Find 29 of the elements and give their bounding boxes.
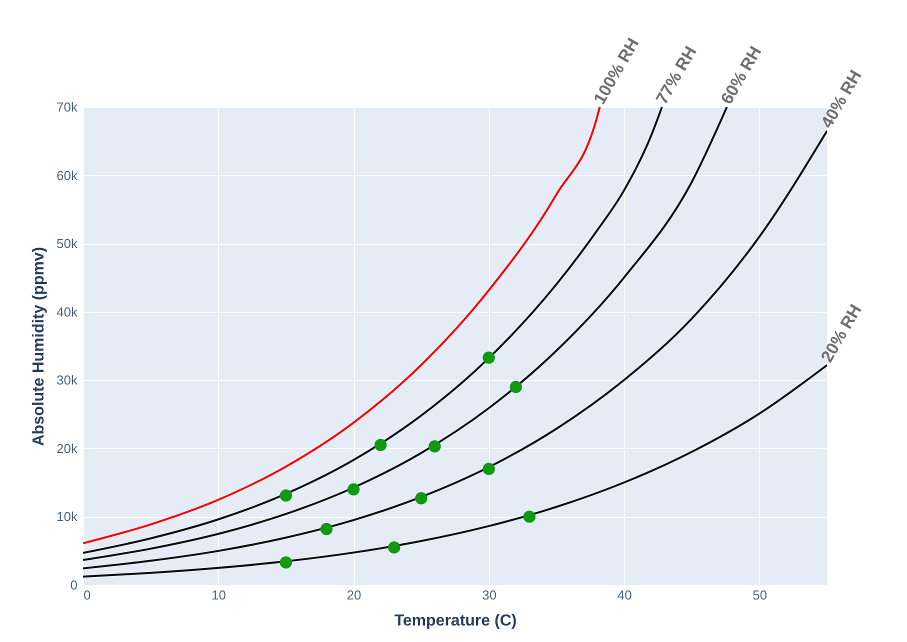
point xyxy=(280,556,292,569)
x-tick-label: 20 xyxy=(346,588,362,602)
point xyxy=(482,462,495,476)
x-tick-label: 40 xyxy=(617,588,632,602)
x-axis-title: Temperature (C) xyxy=(394,612,517,630)
y-tick-label: 40k xyxy=(56,304,78,320)
x-tick-label: 0 xyxy=(84,588,91,602)
y-axis-title: Absolute Humidity (ppmv) xyxy=(30,246,48,446)
y-tick-label: 20k xyxy=(56,440,78,456)
point xyxy=(482,351,495,364)
point xyxy=(415,492,428,504)
x-tick-label: 30 xyxy=(482,588,497,602)
y-tick-label: 0 xyxy=(70,578,78,592)
x-tick-label: 10 xyxy=(212,588,226,602)
y-tick-label: 60k xyxy=(56,168,78,183)
y-tick-label: 70k xyxy=(56,100,78,114)
y-tick-label: 50k xyxy=(56,236,78,252)
y-tick-label: 30k xyxy=(56,372,78,388)
point xyxy=(280,489,292,502)
point xyxy=(320,522,333,536)
point xyxy=(388,541,400,554)
x-tick-label: 50 xyxy=(752,588,768,602)
point xyxy=(523,510,536,523)
line-series xyxy=(83,364,827,578)
y-tick-label: 10k xyxy=(56,509,78,524)
point xyxy=(510,380,522,394)
point xyxy=(347,483,360,496)
point xyxy=(374,438,387,452)
point xyxy=(428,440,441,452)
